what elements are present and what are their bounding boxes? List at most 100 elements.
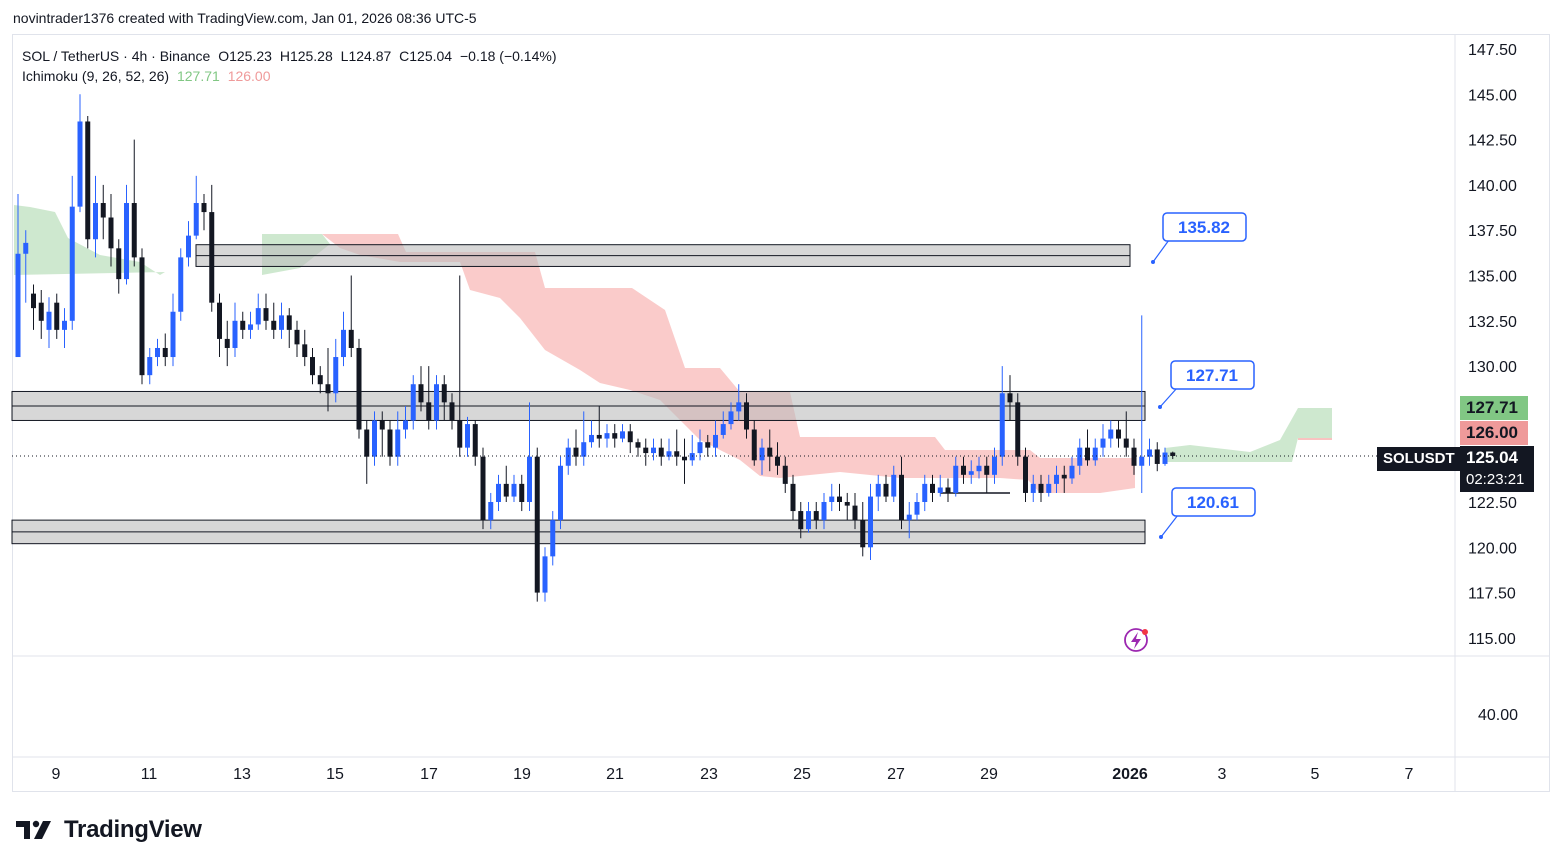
tradingview-footer[interactable]: TradingView [16, 816, 202, 844]
y-tick-label: 135.00 [1468, 269, 1517, 286]
candle-body [403, 420, 408, 430]
candle-body [364, 429, 370, 457]
candle-body [782, 465, 788, 484]
x-tick-label: 25 [793, 766, 811, 783]
candle-body [806, 511, 811, 530]
last-price-tag: 125.04 [1460, 446, 1534, 470]
y-tick-label: 145.00 [1468, 87, 1517, 104]
candle-body [1038, 483, 1044, 493]
cloud-bull-segment [14, 205, 165, 275]
candle-body [46, 311, 52, 330]
callout-label: 127.71 [1186, 366, 1238, 385]
y-tick-label: 130.00 [1468, 359, 1517, 376]
candle-body [651, 447, 656, 454]
callout-pointer [1152, 239, 1170, 263]
candle-body [627, 431, 633, 443]
flash-icon-bolt [1131, 632, 1141, 649]
candle-body [511, 483, 517, 497]
candle-body [426, 402, 432, 421]
candle-body [162, 347, 168, 358]
x-tick-label: 17 [420, 766, 438, 783]
candle-body [891, 474, 897, 497]
candle-body [999, 393, 1005, 457]
candle-body [62, 320, 67, 330]
candle-body [317, 375, 323, 385]
candle-body [170, 311, 176, 358]
candle-body [1170, 452, 1176, 456]
candle-body [604, 433, 610, 439]
x-tick-label: 27 [887, 766, 905, 783]
candle-body [1061, 474, 1067, 479]
candle-body [217, 302, 222, 339]
candle-body [155, 347, 160, 358]
legend-open: O125.23 [218, 48, 272, 64]
candle-body [705, 442, 711, 448]
candle-body [472, 424, 478, 457]
candle-body [883, 483, 889, 497]
candle-body [1147, 449, 1152, 457]
candle-body [1015, 402, 1021, 457]
candle-body [1139, 456, 1145, 466]
candle-body [852, 505, 858, 521]
sub-pane-tick-label: 40.00 [1478, 707, 1518, 724]
candle-body [674, 451, 680, 457]
legend-indicator[interactable]: Ichimoku (9, 26, 52, 26) [22, 68, 170, 84]
candle-body [906, 514, 912, 521]
legend-symbol[interactable]: SOL / TetherUS · 4h · Binance [22, 48, 211, 64]
callout-box [1170, 360, 1255, 390]
cloud-bear-segment [322, 234, 1135, 493]
candle-body [15, 253, 21, 358]
candle-body [1054, 474, 1059, 484]
callout-label: 135.82 [1178, 218, 1230, 237]
candle-body [54, 302, 60, 330]
span-b-tag: 126.00 [1460, 421, 1528, 445]
candle-body [131, 203, 137, 258]
candle-body [333, 357, 339, 394]
candle-body [798, 511, 804, 530]
candle-body [1162, 452, 1168, 464]
candle-body [728, 411, 734, 425]
candle-body [341, 329, 346, 358]
legend-indicator-value-2: 126.00 [227, 68, 271, 84]
candle-body [457, 420, 463, 448]
candle-body [643, 447, 649, 454]
candle-body [201, 203, 207, 213]
candle-body [348, 329, 354, 348]
x-tick-label: 2026 [1112, 766, 1148, 783]
candle-body [992, 456, 997, 475]
candle-body [209, 212, 215, 303]
symbol-tag: SOLUSDT [1377, 447, 1461, 471]
candle-body [744, 402, 749, 430]
candle-body [23, 242, 29, 254]
y-tick-label: 120.00 [1468, 540, 1517, 557]
candle-body [186, 235, 191, 258]
candle-body [790, 483, 796, 512]
x-tick-label: 11 [141, 766, 158, 783]
candle-body [1131, 447, 1137, 466]
tradingview-logo-icon [16, 820, 51, 839]
legend-close: C125.04 [399, 48, 453, 64]
candle-body [503, 483, 509, 497]
candle-body [108, 217, 114, 249]
candle-body [844, 502, 850, 506]
candle-body [1116, 429, 1121, 439]
candle-body [976, 465, 982, 472]
callout-pointer [1160, 514, 1179, 538]
candle-body [930, 483, 935, 493]
x-tick-label: 7 [1405, 766, 1414, 783]
candle-body [302, 344, 308, 358]
y-tick-label: 142.50 [1468, 133, 1517, 150]
candle-body [620, 431, 625, 439]
candle-body [116, 248, 122, 280]
candle-body [596, 434, 602, 439]
flash-icon-dot [1142, 629, 1148, 635]
callout-anchor [1151, 260, 1155, 264]
x-tick-label: 13 [233, 766, 251, 783]
countdown-tag: 02:23:21 [1460, 468, 1534, 492]
candle-body [294, 329, 300, 345]
candle-body [868, 496, 873, 548]
candle-body [1108, 429, 1114, 439]
flash-icon-ring [1124, 628, 1148, 652]
candle-body [387, 429, 393, 457]
